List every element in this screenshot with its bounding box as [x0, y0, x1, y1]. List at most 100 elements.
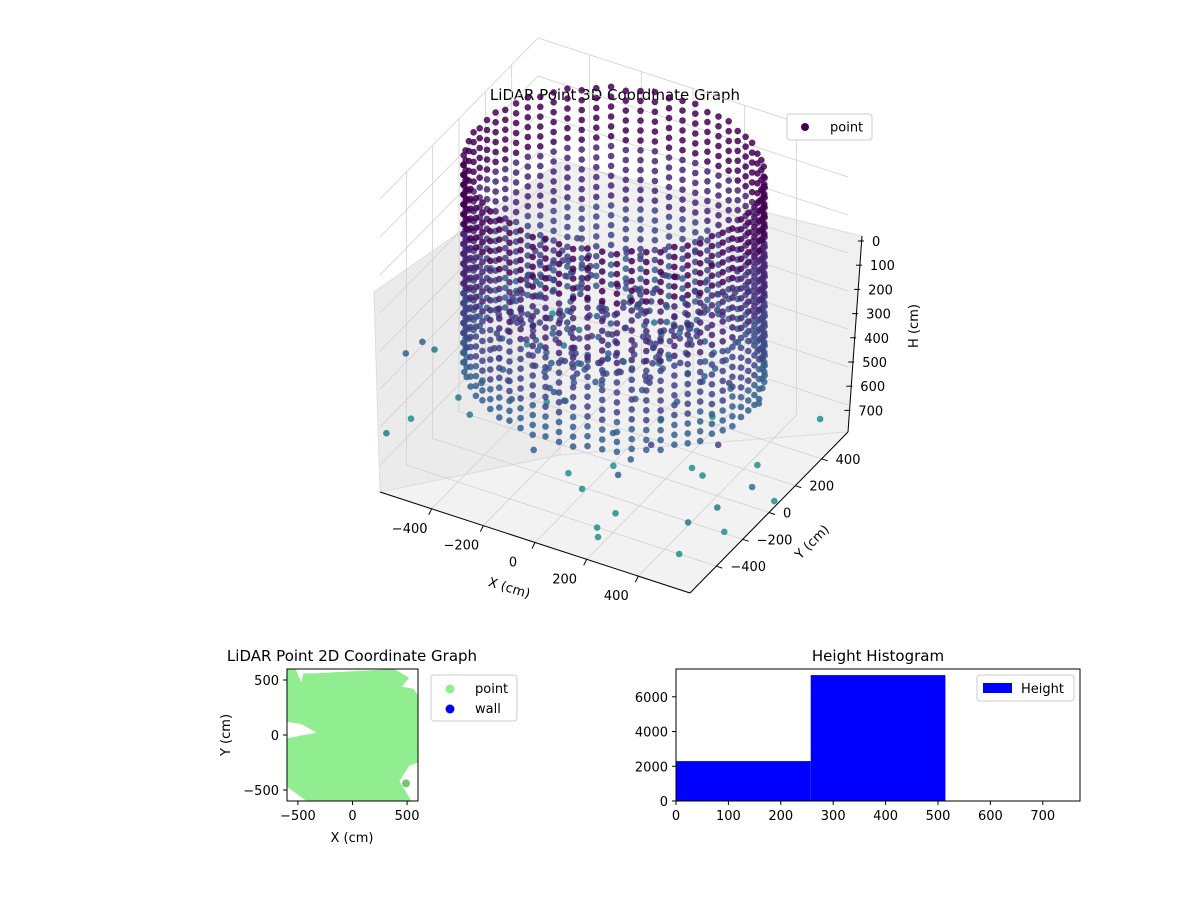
point-3d	[676, 359, 684, 367]
point-3d	[719, 308, 726, 316]
point-3d	[643, 377, 650, 385]
point-3d	[512, 218, 520, 226]
point-3d	[679, 294, 686, 302]
point-3d	[671, 372, 678, 379]
point-3d	[696, 240, 704, 247]
point-3d	[584, 423, 591, 430]
point-3d	[564, 283, 571, 290]
point-3d	[628, 416, 635, 423]
point-3d	[512, 110, 520, 117]
point-3d	[751, 203, 758, 211]
point-3d	[704, 158, 711, 165]
point-3d	[476, 144, 484, 152]
point-3d	[578, 225, 585, 232]
point-3d	[699, 472, 706, 479]
point-3d	[461, 349, 468, 356]
point-3d	[607, 172, 615, 180]
point-3d	[564, 223, 571, 231]
point-3d	[665, 124, 673, 132]
point-3d	[628, 277, 635, 285]
point-3d	[742, 182, 749, 190]
point-3d	[719, 318, 726, 325]
point-3d	[578, 275, 586, 282]
point-3d	[502, 205, 509, 212]
legend-2d-marker-wall	[445, 704, 455, 714]
point-3d	[493, 330, 501, 337]
point-3d	[675, 550, 683, 558]
point-3d	[460, 152, 468, 159]
point-3d	[628, 337, 635, 344]
point-3d	[671, 332, 678, 340]
point-3d	[665, 114, 673, 122]
point-3d	[637, 137, 644, 144]
point-3d	[647, 441, 655, 449]
point-3d	[607, 271, 615, 278]
point-3d	[598, 248, 606, 255]
point-3d	[719, 338, 726, 345]
point-3d	[512, 198, 520, 206]
point-3d	[755, 247, 763, 255]
point-3d	[650, 319, 658, 326]
point-3d	[578, 485, 586, 493]
point-3d	[524, 173, 532, 180]
point-3d	[622, 216, 630, 223]
point-3d	[598, 258, 606, 265]
point-3d	[745, 298, 752, 306]
point-3d	[704, 148, 711, 155]
point-3d	[643, 318, 650, 325]
plot-frame-histogram	[675, 668, 1081, 802]
point-3d	[537, 251, 544, 259]
point-3d	[506, 288, 513, 296]
point-3d	[704, 168, 711, 175]
point-3d	[555, 408, 563, 416]
point-3d	[643, 268, 650, 276]
point-3d	[725, 177, 732, 184]
point-3d	[751, 391, 758, 399]
point-3d	[542, 413, 549, 420]
point-3d	[688, 464, 696, 472]
point-3d	[605, 350, 612, 357]
point-3d	[760, 163, 767, 170]
point-3d	[476, 174, 484, 181]
point-3d	[517, 286, 524, 294]
point-3d	[729, 413, 736, 420]
point-3d	[593, 233, 600, 240]
point-3d	[529, 233, 536, 241]
point-3d	[496, 236, 503, 243]
point-3d	[569, 305, 577, 312]
point-3d	[564, 184, 571, 191]
y-tick-label-3d: −400	[730, 560, 766, 575]
point-3d	[651, 128, 659, 135]
point-3d	[684, 311, 691, 319]
x-tick-label-histogram: 300	[821, 809, 846, 824]
point-3d	[637, 206, 644, 213]
point-3d	[628, 346, 635, 354]
point-3d	[737, 354, 745, 362]
point-3d	[696, 309, 704, 317]
point-3d	[729, 373, 736, 381]
point-3d	[550, 158, 557, 165]
point-3d	[737, 384, 745, 391]
point-3d	[755, 385, 763, 393]
point-3d	[536, 319, 544, 326]
point-3d	[622, 117, 630, 124]
point-3d	[496, 374, 503, 382]
point-3d	[662, 301, 670, 309]
point-3d	[708, 302, 716, 309]
point-3d	[622, 136, 630, 144]
point-3d	[483, 195, 491, 203]
point-3d	[524, 143, 532, 151]
grid-line-z	[379, 303, 849, 466]
point-3d	[737, 403, 745, 411]
point-3d	[657, 298, 664, 306]
point-3d	[584, 432, 591, 440]
point-3d	[555, 310, 563, 317]
point-3d	[627, 456, 635, 463]
point-3d	[684, 341, 691, 348]
point-3d	[628, 267, 635, 275]
point-3d	[651, 88, 659, 96]
point-3d	[684, 252, 691, 259]
point-3d	[574, 234, 581, 242]
point-3d	[506, 397, 513, 405]
point-3d	[715, 221, 722, 229]
